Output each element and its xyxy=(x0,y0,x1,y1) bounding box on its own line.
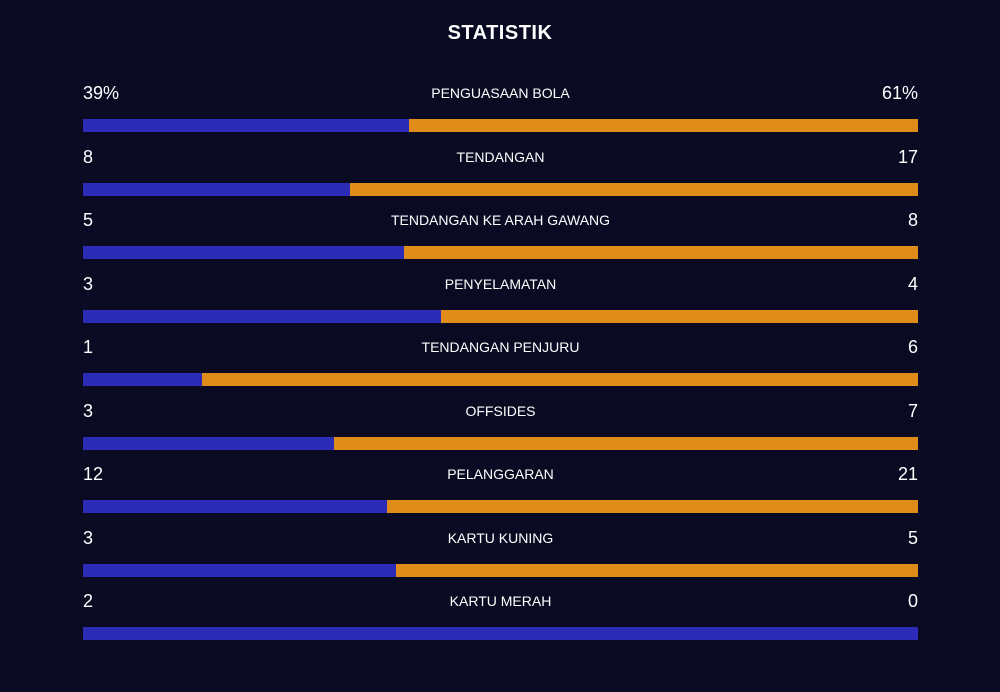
away-value: 61% xyxy=(881,83,918,103)
stat-row-yellow-cards: 3 KARTU KUNING 5 xyxy=(83,527,918,591)
comparison-bar xyxy=(83,119,918,132)
stat-row-shots: 8 TENDANGAN 17 xyxy=(83,146,918,210)
comparison-bar xyxy=(83,246,918,259)
comparison-bar xyxy=(83,309,918,323)
stat-label: PELANGGARAN xyxy=(447,466,554,482)
away-bar-segment xyxy=(408,119,918,132)
stat-row-corners: 1 TENDANGAN PENJURU 6 xyxy=(83,336,918,400)
stat-label: KARTU MERAH xyxy=(449,593,552,609)
home-value: 12 xyxy=(83,464,104,484)
home-value: 39% xyxy=(83,83,120,103)
home-bar-segment xyxy=(83,436,334,450)
away-value: 8 xyxy=(907,210,918,230)
stat-label: PENYELAMATAN xyxy=(444,275,557,292)
away-bar-segment xyxy=(333,436,918,450)
away-value: 21 xyxy=(897,464,918,484)
home-value: 3 xyxy=(83,400,94,421)
away-bar-segment xyxy=(350,182,918,196)
stats-list: 39% PENGUASAAN BOLA 61% 8 TENDANGAN 17 xyxy=(83,82,918,654)
away-value: 7 xyxy=(907,400,918,421)
away-value: 0 xyxy=(907,591,918,611)
home-value: 2 xyxy=(83,591,94,611)
stat-row-possession: 39% PENGUASAAN BOLA 61% xyxy=(83,82,918,146)
home-value: 3 xyxy=(83,273,94,294)
away-value: 17 xyxy=(897,146,918,167)
home-bar-segment xyxy=(83,627,918,640)
away-bar-segment xyxy=(396,563,918,577)
comparison-bar xyxy=(83,182,918,196)
comparison-bar xyxy=(83,500,918,513)
stat-label: KARTU KUNING xyxy=(447,529,554,546)
home-bar-segment xyxy=(83,309,441,323)
comparison-bar xyxy=(83,436,918,450)
home-bar-segment xyxy=(83,500,387,513)
home-value: 3 xyxy=(83,527,94,548)
stat-label: TENDANGAN xyxy=(456,148,545,165)
comparison-bar xyxy=(83,563,918,577)
home-value: 8 xyxy=(83,146,94,167)
away-bar-segment xyxy=(202,373,918,386)
home-value: 5 xyxy=(83,210,94,230)
stat-row-fouls: 12 PELANGGARAN 21 xyxy=(83,463,918,527)
stat-label: TENDANGAN PENJURU xyxy=(421,339,580,355)
stat-label: TENDANGAN KE ARAH GAWANG xyxy=(390,212,611,228)
panel-title: STATISTIK xyxy=(447,22,553,44)
comparison-bar xyxy=(83,627,918,640)
stat-row-red-cards: 2 KARTU MERAH 0 xyxy=(83,590,918,654)
stat-row-shots-on-target: 5 TENDANGAN KE ARAH GAWANG 8 xyxy=(83,209,918,273)
away-value: 6 xyxy=(907,337,918,357)
comparison-bar xyxy=(83,373,918,386)
home-bar-segment xyxy=(83,246,405,259)
stat-row-offsides: 3 OFFSIDES 7 xyxy=(83,400,918,464)
away-value: 4 xyxy=(907,273,918,294)
home-bar-segment xyxy=(83,373,203,386)
home-bar-segment xyxy=(83,182,351,196)
away-bar-segment xyxy=(386,500,918,513)
stat-label: OFFSIDES xyxy=(465,402,536,419)
away-value: 5 xyxy=(907,527,918,548)
home-bar-segment xyxy=(83,119,409,132)
home-value: 1 xyxy=(83,337,94,357)
stat-row-saves: 3 PENYELAMATAN 4 xyxy=(83,273,918,337)
away-bar-segment xyxy=(404,246,918,259)
home-bar-segment xyxy=(83,563,397,577)
stat-label: PENGUASAAN BOLA xyxy=(431,85,570,101)
away-bar-segment xyxy=(440,309,918,323)
